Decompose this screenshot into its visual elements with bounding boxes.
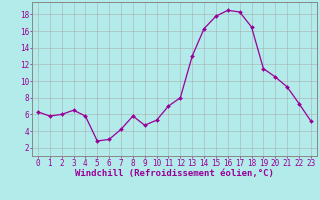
X-axis label: Windchill (Refroidissement éolien,°C): Windchill (Refroidissement éolien,°C) bbox=[75, 169, 274, 178]
